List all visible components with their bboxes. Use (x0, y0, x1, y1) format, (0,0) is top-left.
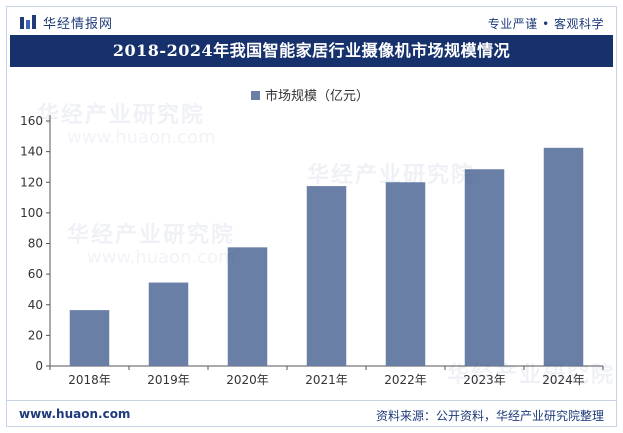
bar (306, 186, 347, 366)
top-bar: 华经情报网 专业严谨 • 客观科学 (7, 7, 616, 35)
y-tick-label: 40 (28, 298, 43, 312)
brand: 华经情报网 (19, 13, 113, 32)
legend-swatch (251, 91, 260, 100)
bar (543, 147, 584, 366)
x-tick-label: 2020年 (226, 373, 269, 387)
y-tick-label: 120 (20, 175, 43, 189)
footer-url: www.huaon.com (19, 407, 131, 421)
y-tick-label: 0 (35, 359, 43, 373)
x-tick-label: 2024年 (542, 373, 585, 387)
footer-source: 资料来源：公开资料，华经产业研究院整理 (375, 409, 604, 423)
bar (148, 282, 189, 366)
tagline: 专业严谨 • 客观科学 (487, 17, 604, 31)
y-tick-label: 80 (28, 237, 43, 251)
y-tick-label: 140 (20, 145, 43, 159)
x-tick-label: 2023年 (463, 373, 506, 387)
chart-frame: 华经情报网 专业严谨 • 客观科学 2018-2024年我国智能家居行业摄像机市… (6, 6, 617, 427)
y-tick-label: 160 (20, 114, 43, 128)
x-tick-label: 2021年 (305, 373, 348, 387)
x-tick-label: 2022年 (384, 373, 427, 387)
brand-name: 华经情报网 (43, 17, 114, 32)
y-tick-label: 100 (20, 206, 43, 220)
bar (385, 182, 426, 366)
bar (69, 310, 110, 366)
bar (227, 247, 268, 366)
x-tick-label: 2018年 (68, 373, 111, 387)
title-bar: 2018-2024年我国智能家居行业摄像机市场规模情况 (10, 35, 613, 67)
x-tick-label: 2019年 (147, 373, 190, 387)
footer: www.huaon.com 资料来源：公开资料，华经产业研究院整理 (7, 400, 616, 426)
chart-title: 2018-2024年我国智能家居行业摄像机市场规模情况 (112, 41, 511, 60)
legend-label: 市场规模（亿元） (265, 88, 369, 104)
brand-logo-icon (20, 14, 36, 29)
bar (464, 169, 505, 366)
chart-area: 华经产业研究院 华经产业研究院 华经产业研究院 华经产业研究院 www.huao… (7, 67, 616, 402)
y-tick-label: 60 (28, 267, 43, 281)
y-tick-label: 20 (28, 328, 43, 342)
bar-chart: 市场规模（亿元） 0 20 40 60 80 100 120 140 160 2018年 2019年 2… (20, 88, 604, 387)
